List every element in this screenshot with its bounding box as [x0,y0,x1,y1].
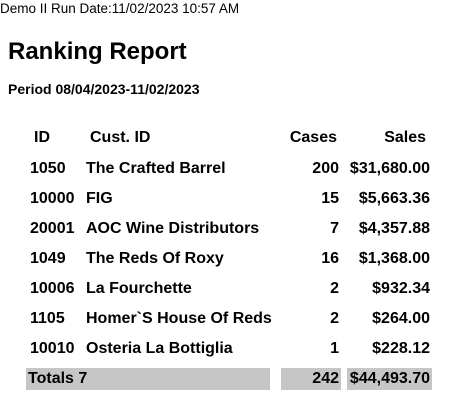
table-row: 10000 FIG 15 $5,663.36 [0,184,452,214]
totals-sales: $44,493.70 [347,368,432,390]
table-row: 1049 The Reds Of Roxy 16 $1,368.00 [0,244,452,274]
totals-cases: 242 [281,368,341,390]
row-cases: 1 [330,340,339,357]
row-sales: $264.00 [372,310,430,327]
row-customer-name: The Reds Of Roxy [86,250,224,267]
row-cases: 200 [312,160,339,177]
row-cases: 2 [330,310,339,327]
row-cases: 16 [321,250,339,267]
row-cases: 15 [321,190,339,207]
header-sales: Sales [347,126,432,149]
table-row: 20001 AOC Wine Distributors 7 $4,357.88 [0,214,452,244]
header-id: ID [28,126,74,149]
run-date-info: Demo II Run Date:11/02/2023 10:57 AM [0,1,240,16]
row-sales: $932.34 [372,280,430,297]
row-customer-name: The Crafted Barrel [86,160,226,177]
row-id: 1105 [30,310,65,327]
row-customer-name: La Fourchette [86,280,192,297]
row-id: 1050 [30,160,66,177]
row-sales: $4,357.88 [358,220,430,237]
table-row: 1050 The Crafted Barrel 200 $31,680.00 [0,154,452,184]
row-sales: $31,680.00 [349,160,430,177]
header-cases: Cases [281,126,341,149]
report-period: Period 08/04/2023-11/02/2023 [8,81,200,97]
table-header-row: ID Cust. ID Cases Sales [0,124,452,154]
row-id: 10006 [30,280,75,297]
table-row: 1105 Homer`S House Of Reds 2 $264.00 [0,304,452,334]
row-sales: $5,663.36 [358,190,430,207]
row-customer-name: Homer`S House Of Reds [86,310,272,327]
row-cases: 7 [330,220,339,237]
ranking-table: ID Cust. ID Cases Sales 1050 The Crafted… [0,124,452,390]
row-customer-name: FIG [86,190,113,207]
header-cust-id: Cust. ID [84,126,271,149]
row-id: 20001 [30,220,75,237]
totals-label: Totals 7 [26,368,270,390]
row-customer-name: AOC Wine Distributors [86,220,260,237]
row-id: 1049 [30,250,66,267]
report-title: Ranking Report [8,38,187,65]
totals-row: Totals 7 242 $44,493.70 [0,368,452,390]
row-id: 10010 [30,340,75,357]
table-row: 10010 Osteria La Bottiglia 1 $228.12 [0,334,452,364]
row-cases: 2 [330,280,339,297]
table-row: 10006 La Fourchette 2 $932.34 [0,274,452,304]
row-sales: $228.12 [372,340,430,357]
row-customer-name: Osteria La Bottiglia [86,340,233,357]
row-sales: $1,368.00 [358,250,430,267]
row-id: 10000 [30,190,75,207]
